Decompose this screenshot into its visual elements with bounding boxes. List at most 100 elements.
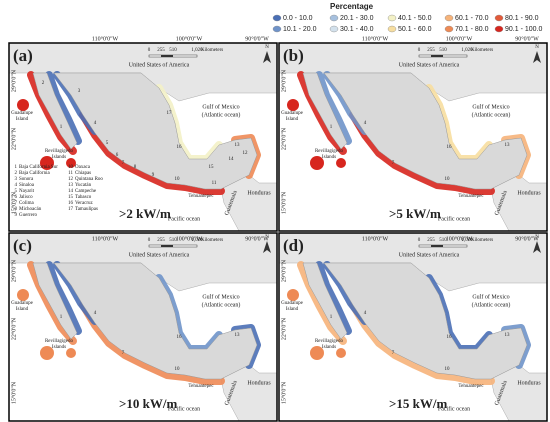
- latitude-label: 29°0'0"N: [10, 69, 17, 92]
- latitude-label: 29°0'0"N: [10, 259, 17, 282]
- state-number: 7: [392, 351, 395, 356]
- latitude-label: 15°0'0"N: [10, 191, 17, 214]
- state-number: 11: [212, 181, 217, 186]
- usa-land: [9, 233, 277, 292]
- state-number: 5: [106, 141, 109, 146]
- longitude-label: 100°0'0"W: [446, 35, 473, 42]
- threshold-label: >15 kW/m: [389, 396, 447, 411]
- state-number: 13: [505, 143, 511, 148]
- island-label: Revillagigedo: [315, 339, 344, 344]
- north-arrow: [533, 51, 541, 63]
- state-number: 10: [68, 165, 74, 170]
- map-panel: United States of America Gulf of Mexico(A…: [8, 232, 278, 422]
- island-zone: [17, 289, 29, 301]
- mainland: [323, 262, 528, 380]
- scale-label: 255: [157, 48, 165, 53]
- north-label: N: [265, 235, 269, 240]
- sea-label: (Atlantic ocean): [472, 111, 511, 118]
- island-zone: [40, 346, 54, 360]
- threshold-label: >10 kW/m: [119, 396, 177, 411]
- sea-label: (Atlantic ocean): [202, 111, 241, 118]
- state-name: Baja California Sur: [19, 165, 58, 170]
- scale-unit: Kilometers: [471, 48, 493, 53]
- usa-land: [279, 43, 547, 102]
- scale-label: 510: [439, 48, 447, 53]
- latitude-label: 29°0'0"N: [280, 259, 287, 282]
- state-number: 8: [134, 165, 137, 170]
- longitude-label: 110°0'0"W: [92, 235, 119, 242]
- state-name: Chiapas: [75, 171, 91, 176]
- state-number: 4: [364, 311, 367, 316]
- baja: [302, 262, 348, 340]
- latitude-label: 15°0'0"N: [10, 381, 17, 404]
- longitude-label: 100°0'0"W: [176, 235, 203, 242]
- scale-bar: [161, 245, 173, 247]
- state-number: 5: [15, 189, 18, 194]
- legend-swatch: [329, 25, 339, 33]
- country-label: United States of America: [129, 61, 190, 68]
- legend-swatch: [329, 14, 339, 22]
- island-zone: [310, 156, 324, 170]
- state-number: 13: [235, 333, 241, 338]
- usa-land: [279, 233, 547, 292]
- state-number: 6: [15, 195, 18, 200]
- sea-label: Gulf of Mexico: [472, 293, 509, 300]
- state-number: 14: [229, 157, 235, 162]
- map-panel: United States of America Gulf of Mexico(A…: [278, 232, 548, 422]
- state-name: Veracruz: [75, 201, 94, 206]
- island-label: Guadalupe: [11, 111, 33, 116]
- legend-title: Percentage: [330, 2, 374, 11]
- coast-band: [297, 261, 495, 385]
- scale-label: 510: [169, 238, 177, 243]
- state-number: 16: [68, 201, 74, 206]
- north-arrow: [263, 51, 271, 63]
- state-number: 1: [330, 315, 333, 320]
- latitude-label: 15°0'0"N: [280, 191, 287, 214]
- legend-swatch: [494, 25, 504, 33]
- state-number: 13: [68, 183, 74, 188]
- state-number: 17: [68, 207, 74, 212]
- state-number: 7: [122, 161, 125, 166]
- island-label: Island: [16, 117, 29, 122]
- legend-label: 10.1 - 20.0: [283, 26, 317, 33]
- scale-bar: [161, 55, 173, 57]
- state-number: 10: [445, 177, 451, 182]
- country-label: Honduras: [517, 190, 541, 196]
- state-number: 7: [392, 161, 395, 166]
- state-name: Yucatán: [75, 183, 92, 188]
- map-panel: United States of America Gulf of Mexico(A…: [278, 35, 548, 232]
- sea-label: (Atlantic ocean): [202, 301, 241, 308]
- state-number: 2: [42, 81, 45, 86]
- island-label: Guadalupe: [281, 301, 303, 306]
- state-number: 17: [167, 111, 173, 116]
- legend-label: 80.1 - 90.0: [505, 15, 539, 22]
- longitude-label: 110°0'0"W: [362, 235, 389, 242]
- island-zone: [287, 99, 299, 111]
- coast-band: [27, 71, 225, 195]
- state-number: 15: [68, 195, 74, 200]
- state-number: 9: [15, 213, 18, 218]
- state-number: 13: [235, 143, 241, 148]
- scale-bar: [431, 55, 443, 57]
- island-label: Island: [286, 307, 299, 312]
- scale-label: 1,020: [191, 238, 203, 243]
- map-body: [9, 43, 277, 231]
- scale-label: 255: [157, 238, 165, 243]
- legend-swatch: [387, 25, 397, 33]
- mainland: [323, 72, 528, 190]
- state-number: 15: [209, 165, 215, 170]
- island-zone: [66, 348, 76, 358]
- country-label: Honduras: [247, 380, 271, 386]
- island-zone: [287, 289, 299, 301]
- map-body: [9, 233, 277, 421]
- ocean-label: Pacific ocean: [168, 405, 200, 412]
- island-label: Island: [16, 307, 29, 312]
- island-label: Guadalupe: [281, 111, 303, 116]
- longitude-label: 110°0'0"W: [92, 35, 119, 42]
- scale-unit: Kilometers: [201, 238, 223, 243]
- sea-label: Gulf of Mexico: [472, 103, 509, 110]
- state-number: 4: [94, 121, 97, 126]
- state-number: 6: [116, 153, 119, 158]
- state-number: 8: [15, 207, 18, 212]
- state-number: 16: [447, 335, 453, 340]
